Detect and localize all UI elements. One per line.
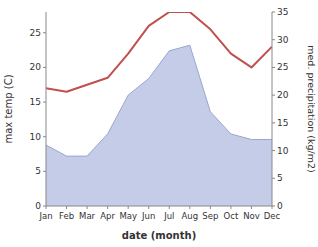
x-tick-label: Jul bbox=[163, 211, 174, 221]
x-tick bbox=[169, 206, 170, 209]
x-tick bbox=[46, 206, 47, 209]
x-tick bbox=[107, 206, 108, 209]
y-tick-label: 15 bbox=[30, 97, 41, 107]
x-tick-label: Dec bbox=[264, 211, 281, 221]
y2-tick bbox=[272, 150, 275, 151]
x-tick-label: Jun bbox=[141, 211, 155, 221]
x-tick bbox=[210, 206, 211, 209]
plot-area bbox=[46, 12, 272, 206]
x-tick bbox=[87, 206, 88, 209]
x-tick bbox=[251, 206, 252, 209]
y2-tick bbox=[272, 12, 275, 13]
y-tick-label: 0 bbox=[35, 201, 41, 211]
y-tick-label: 10 bbox=[30, 132, 42, 142]
y2-tick bbox=[272, 178, 275, 179]
y2-tick bbox=[272, 122, 275, 123]
y-axis-line bbox=[46, 12, 47, 206]
x-tick bbox=[230, 206, 231, 209]
y-tick bbox=[43, 171, 46, 172]
y2-tick-label: 25 bbox=[277, 62, 288, 72]
x-axis-line bbox=[46, 206, 272, 207]
y2-tick-label: 5 bbox=[277, 173, 283, 183]
x-tick-label: Sep bbox=[202, 211, 218, 221]
area-line bbox=[46, 45, 272, 156]
y-tick-label: 5 bbox=[35, 166, 41, 176]
x-tick-label: Feb bbox=[59, 211, 74, 221]
y-tick-label: 25 bbox=[30, 28, 41, 38]
x-tick-label: Jan bbox=[38, 211, 52, 221]
y2-axis-line bbox=[272, 12, 273, 206]
y2-tick-label: 35 bbox=[277, 7, 288, 17]
x-axis-label: date (month) bbox=[122, 230, 196, 241]
x-tick-label: Apr bbox=[100, 211, 115, 221]
y2-axis-label: med. precipitation (kg/m2) bbox=[306, 45, 317, 172]
area bbox=[46, 45, 272, 206]
y2-tick-label: 15 bbox=[277, 118, 288, 128]
x-tick-label: Oct bbox=[224, 211, 239, 221]
y-tick bbox=[43, 136, 46, 137]
y-tick bbox=[43, 32, 46, 33]
y2-tick-label: 30 bbox=[277, 35, 289, 45]
x-tick bbox=[272, 206, 273, 209]
y-axis-label: max temp (C) bbox=[3, 74, 14, 143]
x-tick-label: Mar bbox=[79, 211, 96, 221]
x-tick-label: Nov bbox=[243, 211, 260, 221]
line bbox=[46, 12, 272, 92]
x-tick bbox=[148, 206, 149, 209]
y-tick bbox=[43, 67, 46, 68]
y-tick bbox=[43, 102, 46, 103]
y2-tick-label: 0 bbox=[277, 201, 283, 211]
x-tick-label: Aug bbox=[182, 211, 199, 221]
x-tick bbox=[189, 206, 190, 209]
chart: 0 5 10 15 20 25 0 5 10 15 20 25 30 35 Jan Feb Mar Apr May J… bbox=[0, 0, 318, 247]
y2-tick-label: 10 bbox=[277, 146, 289, 156]
y2-tick bbox=[272, 39, 275, 40]
y2-tick bbox=[272, 67, 275, 68]
x-tick-label: May bbox=[119, 211, 137, 221]
x-tick bbox=[128, 206, 129, 209]
y2-tick bbox=[272, 95, 275, 96]
y-tick-label: 20 bbox=[30, 62, 42, 72]
y2-tick-label: 20 bbox=[277, 90, 289, 100]
x-tick bbox=[66, 206, 67, 209]
